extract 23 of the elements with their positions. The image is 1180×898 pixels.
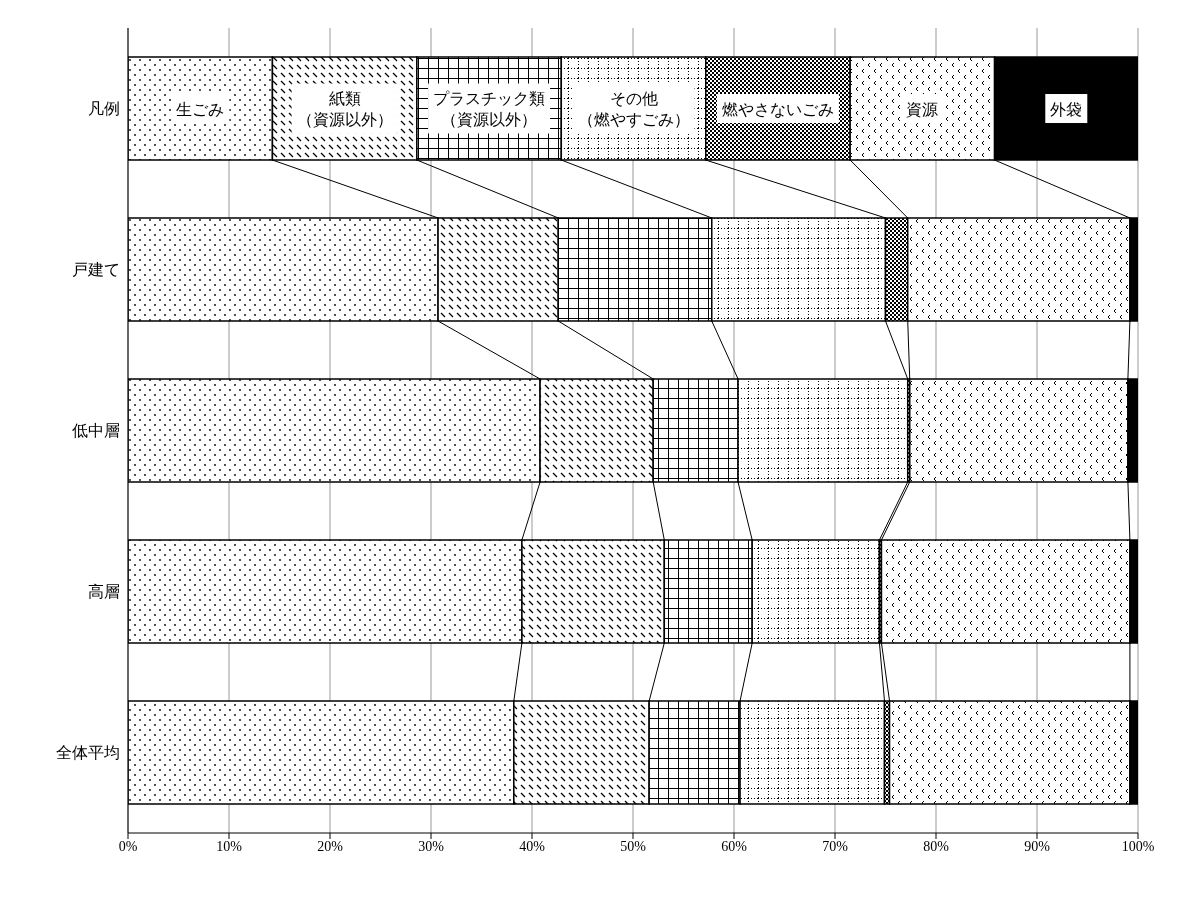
x-tick-label: 90% — [1024, 838, 1051, 854]
y-tick-label: 戸建て — [72, 260, 120, 280]
y-tick-label: 凡例 — [88, 99, 120, 119]
y-tick-label: 高層 — [88, 582, 120, 602]
x-tick-label: 10% — [216, 838, 243, 854]
series-label: 生ごみ — [176, 99, 225, 119]
x-tick-label: 0% — [118, 838, 138, 854]
y-tick-label: 全体平均 — [56, 743, 120, 763]
x-tick-label: 50% — [620, 838, 647, 854]
x-tick-label: 60% — [721, 838, 748, 854]
series-label: 紙類（資源以外） — [296, 88, 393, 129]
series-label: 燃やさないごみ — [721, 99, 834, 119]
y-tick-label: 低中層 — [72, 421, 120, 441]
series-label: 外袋 — [1050, 99, 1083, 119]
x-tick-label: 70% — [822, 838, 849, 854]
x-tick-label: 30% — [418, 838, 445, 854]
x-tick-label: 80% — [923, 838, 950, 854]
x-tick-label: 40% — [519, 838, 546, 854]
series-label: 資源 — [906, 99, 939, 119]
x-tick-label: 100% — [1121, 838, 1155, 854]
x-tick-label: 20% — [317, 838, 344, 854]
series-label: その他（燃やすごみ） — [577, 88, 690, 129]
series-label: プラスチック類（資源以外） — [433, 88, 546, 129]
